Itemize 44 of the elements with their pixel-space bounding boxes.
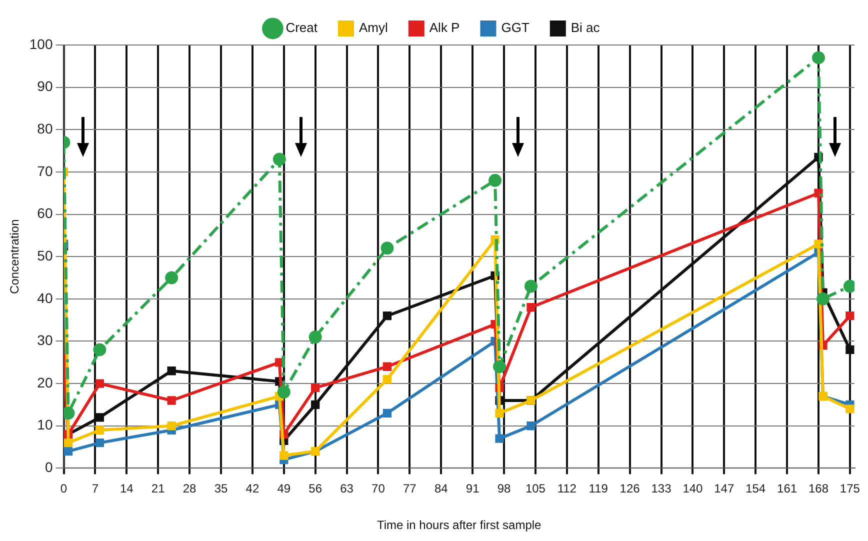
x-tick-label: 70: [372, 482, 386, 496]
y-tick-label: 0: [44, 459, 53, 476]
x-tick-label: 14: [120, 482, 134, 496]
y-tick-label: 100: [29, 36, 53, 52]
x-tick-label: 119: [588, 482, 608, 496]
x-tick-label: 0: [60, 482, 68, 496]
x-tick-label: 98: [497, 482, 512, 496]
x-tick-label: 35: [214, 482, 228, 496]
x-tick-label: 7: [92, 482, 99, 496]
y-tick-label: 70: [37, 162, 53, 179]
x-tick-label: 175: [840, 482, 860, 496]
x-tick-label: 77: [403, 482, 417, 496]
legend-label: GGT: [501, 20, 530, 36]
x-tick-label: 154: [746, 482, 766, 496]
x-tick-label: 84: [434, 482, 448, 496]
y-tick-label: 20: [37, 374, 53, 390]
x-tick-label: 140: [682, 482, 704, 496]
x-tick-label: 63: [340, 482, 354, 496]
x-tick-label: 161: [777, 482, 798, 496]
x-tick-label: 28: [182, 482, 197, 496]
x-tick-label: 133: [651, 482, 672, 496]
x-tick-label: 126: [620, 482, 640, 496]
x-tick-label: 105: [525, 482, 546, 496]
x-tick-label: 91: [466, 482, 480, 496]
x-tick-label: 56: [308, 482, 322, 496]
x-tick-label: 21: [151, 482, 166, 496]
legend-label: Amyl: [358, 20, 388, 36]
y-tick-label: 10: [37, 416, 53, 433]
x-axis-title: Time in hours after first sample: [376, 518, 542, 532]
x-tick-label: 168: [808, 482, 829, 496]
legend-label: Creat: [286, 20, 318, 36]
y-tick-label: 50: [37, 247, 53, 264]
y-tick-label: 30: [37, 332, 53, 348]
y-tick-label: 90: [37, 78, 53, 94]
x-tick-label: 112: [557, 482, 577, 496]
x-tick-label: 147: [714, 482, 734, 496]
x-tick-label: 42: [246, 482, 260, 496]
legend-label: Bi ac: [570, 20, 600, 36]
y-axis-title: Concentration: [8, 219, 22, 294]
y-tick-label: 40: [37, 290, 53, 306]
y-tick-label: 60: [37, 205, 53, 222]
x-tick-label: 49: [277, 482, 291, 496]
y-tick-label: 80: [37, 120, 53, 136]
legend-label: Alk P: [429, 20, 460, 36]
